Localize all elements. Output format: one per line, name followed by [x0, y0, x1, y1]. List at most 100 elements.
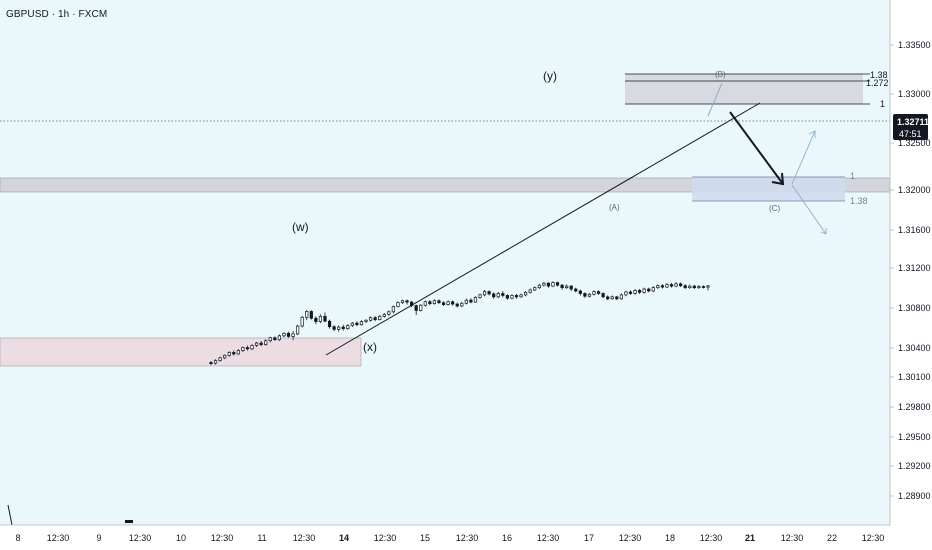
- candle-body: [437, 300, 441, 304]
- candle: [583, 292, 587, 298]
- candle: [610, 295, 614, 300]
- candle-body: [382, 314, 386, 317]
- wave-label-a: (A): [609, 203, 620, 212]
- candle: [651, 286, 655, 292]
- candle: [232, 350, 236, 356]
- candle-body: [492, 293, 496, 298]
- arrow-down-head: [820, 228, 827, 235]
- candle-body: [451, 301, 455, 305]
- candle: [505, 294, 509, 300]
- candle: [692, 284, 696, 290]
- candle: [213, 359, 218, 365]
- candle-body: [697, 286, 701, 289]
- candle: [241, 346, 245, 353]
- time-tick-label: 12:30: [781, 533, 804, 543]
- time-tick-label: 12:30: [700, 533, 723, 543]
- candle: [414, 304, 418, 315]
- candle-body: [350, 322, 354, 326]
- price-tick-label: 1.29200: [898, 461, 931, 471]
- price-tick-label: 1.31600: [898, 225, 931, 235]
- candle: [259, 341, 263, 347]
- candle-body: [482, 291, 487, 296]
- candle-body: [391, 306, 395, 313]
- candle-body: [578, 290, 582, 294]
- wave-label-b: (B): [715, 70, 726, 79]
- candle: [665, 283, 669, 289]
- candle: [669, 282, 674, 288]
- candle-body: [647, 288, 651, 292]
- candle-body: [487, 291, 491, 295]
- candle: [405, 299, 409, 305]
- candle-body: [387, 311, 391, 315]
- candle: [674, 282, 678, 288]
- time-tick-label: 16: [502, 533, 512, 543]
- candle: [332, 325, 336, 331]
- candle: [524, 290, 528, 297]
- candle-body: [701, 286, 706, 288]
- candle: [510, 294, 514, 300]
- fib-label-1: 1: [880, 99, 885, 109]
- candle-body: [587, 293, 592, 297]
- candle-body: [296, 325, 300, 335]
- candle: [323, 312, 327, 323]
- candle-body: [414, 305, 418, 311]
- symbol-title: GBPUSD · 1h · FXCM: [6, 9, 108, 20]
- candle-body: [656, 285, 660, 289]
- candle-body: [638, 290, 642, 293]
- candle: [223, 354, 227, 360]
- time-tick-label: 17: [584, 533, 594, 543]
- candle: [296, 324, 300, 336]
- time-axis-bg: [0, 525, 932, 550]
- candle: [227, 351, 231, 357]
- candle-body: [514, 295, 519, 298]
- candle: [327, 319, 332, 329]
- candle-body: [665, 284, 669, 288]
- candle-body: [232, 352, 236, 355]
- candle-body: [282, 332, 286, 337]
- candle: [601, 292, 605, 299]
- candle: [273, 336, 277, 341]
- candle-body: [569, 285, 573, 290]
- candle: [282, 332, 286, 338]
- arrow-main-down: [729, 111, 784, 185]
- price-tick-label: 1.30400: [898, 343, 931, 353]
- candle-body: [241, 347, 245, 351]
- candle: [464, 298, 468, 305]
- candle-body: [245, 347, 250, 350]
- candle-body: [314, 317, 318, 322]
- candle-body: [213, 360, 218, 364]
- candle: [277, 334, 281, 342]
- candle-body: [692, 285, 696, 289]
- candle: [318, 314, 323, 324]
- candle: [546, 282, 551, 288]
- candle-body: [501, 293, 505, 296]
- candle-body: [628, 291, 633, 294]
- candle: [423, 300, 427, 307]
- candle-body: [679, 283, 683, 287]
- candle: [633, 289, 637, 295]
- candle: [542, 281, 546, 287]
- candle: [264, 339, 268, 346]
- price-tick-label: 1.30100: [898, 372, 931, 382]
- candle: [341, 324, 345, 331]
- candle-body: [218, 357, 222, 361]
- candle-body: [555, 282, 560, 286]
- candle-body: [405, 300, 409, 303]
- time-tick-label: 18: [665, 533, 675, 543]
- price-tick-label: 1.28900: [898, 491, 931, 501]
- candle-body: [323, 315, 327, 322]
- candle-body: [396, 302, 400, 307]
- candle-body: [610, 296, 614, 300]
- candle: [482, 290, 487, 297]
- candle: [501, 290, 505, 298]
- candle: [346, 324, 350, 330]
- candle-body: [505, 295, 509, 299]
- candle-body: [688, 285, 692, 289]
- candle-body: [683, 285, 687, 289]
- candle-body: [660, 285, 665, 288]
- candle: [209, 360, 213, 365]
- time-tick-label: 21: [745, 533, 755, 543]
- candle: [555, 281, 560, 287]
- time-tick-label: 12:30: [211, 533, 234, 543]
